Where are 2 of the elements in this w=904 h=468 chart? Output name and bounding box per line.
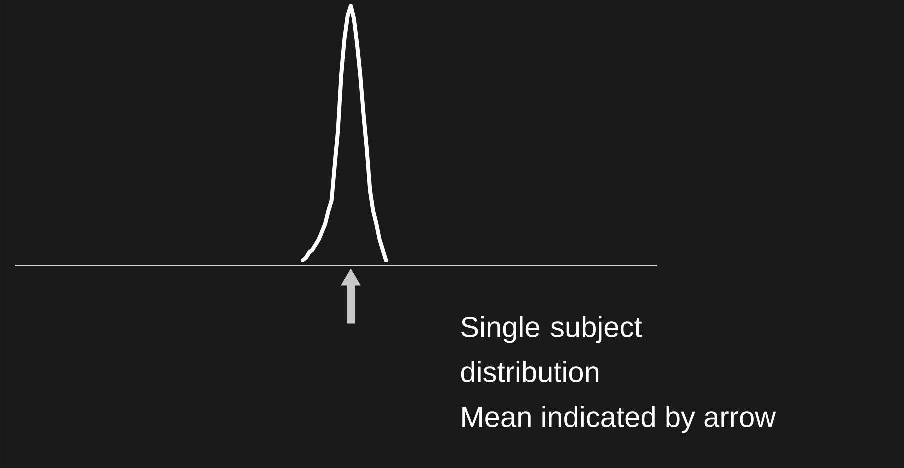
text: Single subject distribution — [461, 316, 642, 382]
text: Mean indicated by arrow — [462, 406, 776, 434]
